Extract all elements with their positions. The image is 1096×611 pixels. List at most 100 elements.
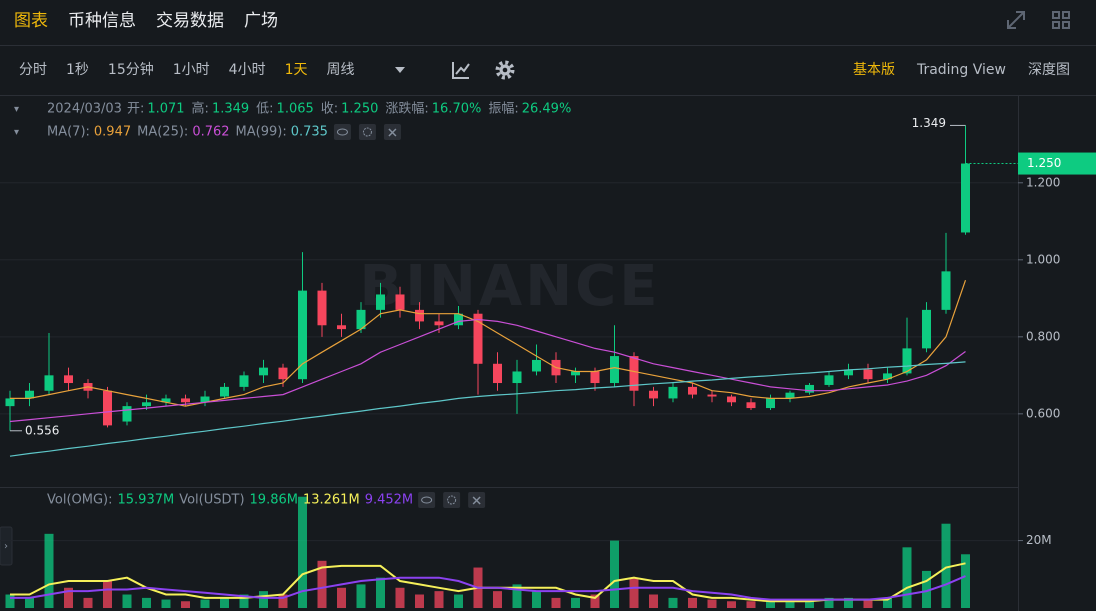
- legend-value: 0.762: [192, 125, 229, 140]
- candle-body: [688, 386, 697, 395]
- header-field-value: 1.071: [147, 102, 184, 117]
- candle-body: [629, 356, 639, 391]
- volume-bar: [883, 597, 892, 608]
- volume-bar: [356, 584, 366, 608]
- expand-icon[interactable]: [1007, 11, 1025, 29]
- volume-bar: [83, 597, 93, 608]
- y-tick-label: 1.200: [1026, 175, 1060, 189]
- candle-body: [356, 309, 366, 330]
- view-button[interactable]: 深度图: [1028, 62, 1070, 78]
- candle-body: [298, 290, 307, 380]
- volume-bar: [298, 496, 307, 608]
- volume-bar: [785, 601, 795, 608]
- legend-icon-button[interactable]: [443, 492, 461, 508]
- volume-bar: [902, 547, 912, 608]
- volume-bar: [805, 599, 814, 608]
- volume-legend-text: Vol(USDT): [179, 493, 244, 508]
- candle-body: [532, 359, 541, 372]
- volume-bar: [844, 597, 853, 608]
- dropdown-arrow[interactable]: [395, 67, 405, 73]
- candle-body: [883, 373, 892, 380]
- legend-icon-button[interactable]: [333, 124, 351, 140]
- volume-bar: [707, 599, 717, 608]
- collapse-arrow[interactable]: ▾: [14, 104, 19, 115]
- candle-body: [181, 398, 190, 403]
- watermark: BINANCE: [360, 254, 661, 319]
- candle-body: [922, 309, 931, 349]
- volume-bar: [571, 597, 580, 608]
- volume-bar: [688, 597, 697, 608]
- legend-label: MA(7):: [47, 125, 90, 140]
- view-button[interactable]: Trading View: [916, 62, 1006, 78]
- volume-bar: [278, 594, 288, 608]
- interval-button[interactable]: 4小时: [229, 62, 266, 78]
- interval-button[interactable]: 分时: [19, 62, 47, 78]
- eye-icon[interactable]: [336, 128, 348, 136]
- volume-bar: [5, 594, 15, 608]
- candle-body: [25, 390, 34, 399]
- volume-bar: [200, 599, 210, 608]
- candle-body: [590, 371, 600, 384]
- collapse-arrow[interactable]: ▾: [14, 127, 19, 138]
- candle-body: [415, 309, 424, 322]
- volume-bar: [239, 594, 249, 608]
- legend-icon-button[interactable]: [418, 492, 436, 508]
- low-label: 0.556: [25, 423, 59, 437]
- interval-button[interactable]: 1秒: [66, 62, 89, 78]
- header-field-value: 1.065: [277, 102, 314, 117]
- nav-tab[interactable]: 币种信息: [68, 11, 136, 31]
- close-icon[interactable]: [472, 496, 481, 505]
- interval-button[interactable]: 1天: [285, 62, 308, 78]
- header-field-label: 开:: [127, 102, 144, 117]
- eye-icon[interactable]: [421, 496, 433, 504]
- candle-body: [44, 375, 54, 391]
- candle-body: [434, 321, 444, 326]
- side-toggle-arrow[interactable]: ›: [4, 541, 8, 552]
- candle-body: [200, 396, 210, 403]
- candle-body: [142, 402, 151, 407]
- volume-bar: [259, 591, 268, 608]
- interval-button[interactable]: 1小时: [173, 62, 210, 78]
- candle-body: [668, 386, 678, 399]
- interval-button[interactable]: 周线: [327, 62, 355, 78]
- volume-legend-value: 13.261M: [303, 493, 360, 508]
- layout-icon[interactable]: [1052, 11, 1070, 29]
- view-button[interactable]: 基本版: [853, 61, 895, 78]
- nav-tab[interactable]: 交易数据: [156, 11, 224, 31]
- candle-body: [785, 392, 795, 399]
- indicator-icon[interactable]: [452, 62, 470, 79]
- header-field-value: 26.49%: [522, 102, 572, 117]
- volume-bar: [415, 594, 424, 608]
- side-toggle[interactable]: [0, 526, 13, 566]
- candle-body: [454, 313, 463, 326]
- candle-body: [707, 394, 717, 397]
- close-icon[interactable]: [388, 128, 397, 137]
- nav-tab[interactable]: 图表: [14, 11, 48, 31]
- candle-body: [317, 290, 327, 326]
- header-field-value: 1.349: [212, 102, 249, 117]
- header-date: 2024/03/03: [47, 102, 122, 117]
- gear-icon[interactable]: [447, 495, 457, 505]
- volume-bar: [376, 577, 385, 608]
- volume-bar: [629, 577, 639, 608]
- volume-legend-text: 19.86M: [250, 493, 298, 508]
- candle-body: [844, 369, 853, 376]
- legend-icon-button[interactable]: [358, 124, 376, 140]
- legend-label: MA(25):: [137, 125, 188, 140]
- settings-icon[interactable]: [495, 60, 515, 80]
- volume-bar: [493, 591, 502, 608]
- candle-body: [278, 367, 288, 380]
- volume-bar: [220, 597, 229, 608]
- interval-button[interactable]: 15分钟: [108, 61, 154, 78]
- candle-body: [610, 356, 619, 384]
- nav-tab[interactable]: 广场: [244, 11, 278, 31]
- y-tick-label: 0.600: [1026, 406, 1060, 420]
- ma-line: [9, 318, 966, 423]
- volume-bar: [766, 599, 775, 608]
- gear-icon[interactable]: [362, 127, 372, 137]
- volume-bar: [161, 599, 171, 608]
- candle-body: [571, 371, 580, 376]
- volume-bar: [103, 581, 112, 608]
